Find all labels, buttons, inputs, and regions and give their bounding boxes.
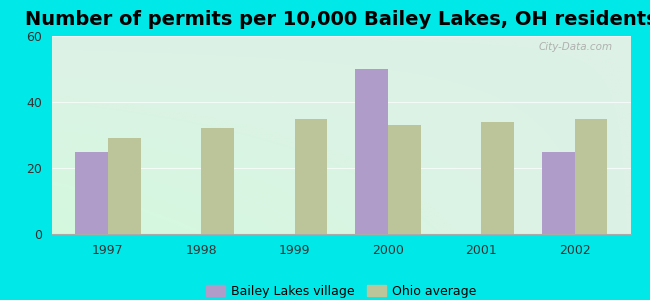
Legend: Bailey Lakes village, Ohio average: Bailey Lakes village, Ohio average xyxy=(201,280,482,300)
Bar xyxy=(542,152,575,234)
Bar xyxy=(575,118,607,234)
Bar xyxy=(108,138,140,234)
Title: Number of permits per 10,000 Bailey Lakes, OH residents: Number of permits per 10,000 Bailey Lake… xyxy=(25,10,650,29)
Bar xyxy=(75,152,108,234)
Text: City-Data.com: City-Data.com xyxy=(539,42,613,52)
Bar xyxy=(356,69,388,234)
Bar xyxy=(388,125,421,234)
Bar xyxy=(481,122,514,234)
Bar xyxy=(294,118,327,234)
Bar xyxy=(202,128,234,234)
